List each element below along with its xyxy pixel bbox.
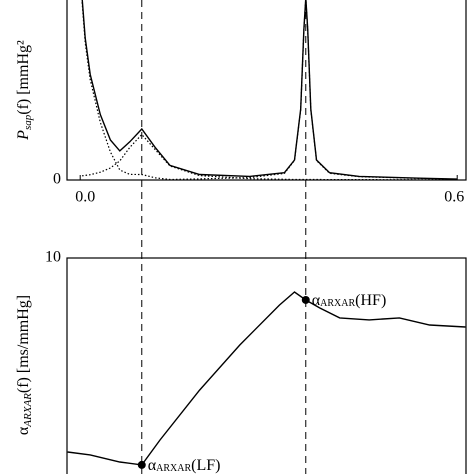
annotation-sub: ARXAR	[320, 298, 355, 309]
annotation-symbol: α	[312, 292, 321, 309]
y-tick-label: 0	[53, 171, 61, 188]
y-label-main: α	[15, 426, 32, 435]
y-label-rest: (f) [mmHg²	[15, 40, 32, 115]
plot-area	[81, 0, 458, 181]
y-label-sub: sap	[22, 114, 34, 130]
x-tick-label: 0.0	[75, 189, 95, 206]
annotation-symbol: α	[148, 457, 157, 474]
y-label-rest: (f) [ms/mmHg]	[15, 295, 32, 393]
annotation-label: αARXAR(HF)	[312, 292, 387, 310]
y-axis-label: αARXAR(f) [ms/mmHg]	[15, 295, 34, 435]
annotation-sub: ARXAR	[156, 463, 191, 474]
y-tick-label: 10	[45, 249, 61, 266]
plot-area	[67, 291, 466, 466]
annotation-label: αARXAR(LF)	[148, 457, 221, 474]
y-label-sub: ARXAR	[22, 393, 34, 428]
plot-frame	[66, 257, 467, 474]
data-line	[82, 133, 458, 181]
annotation-point	[137, 460, 146, 469]
y-label-main: P	[15, 130, 32, 141]
x-tick-label: 0.6	[444, 189, 464, 206]
data-line	[81, 0, 458, 181]
data-line	[81, 0, 458, 180]
annotation-suffix: (LF)	[191, 457, 220, 474]
y-axis-label: Psap(f) [mmHg²	[15, 40, 34, 141]
plot-frame	[66, 0, 467, 181]
annotation-point	[301, 295, 310, 304]
data-line	[67, 291, 466, 466]
annotation-suffix: (HF)	[355, 292, 386, 309]
